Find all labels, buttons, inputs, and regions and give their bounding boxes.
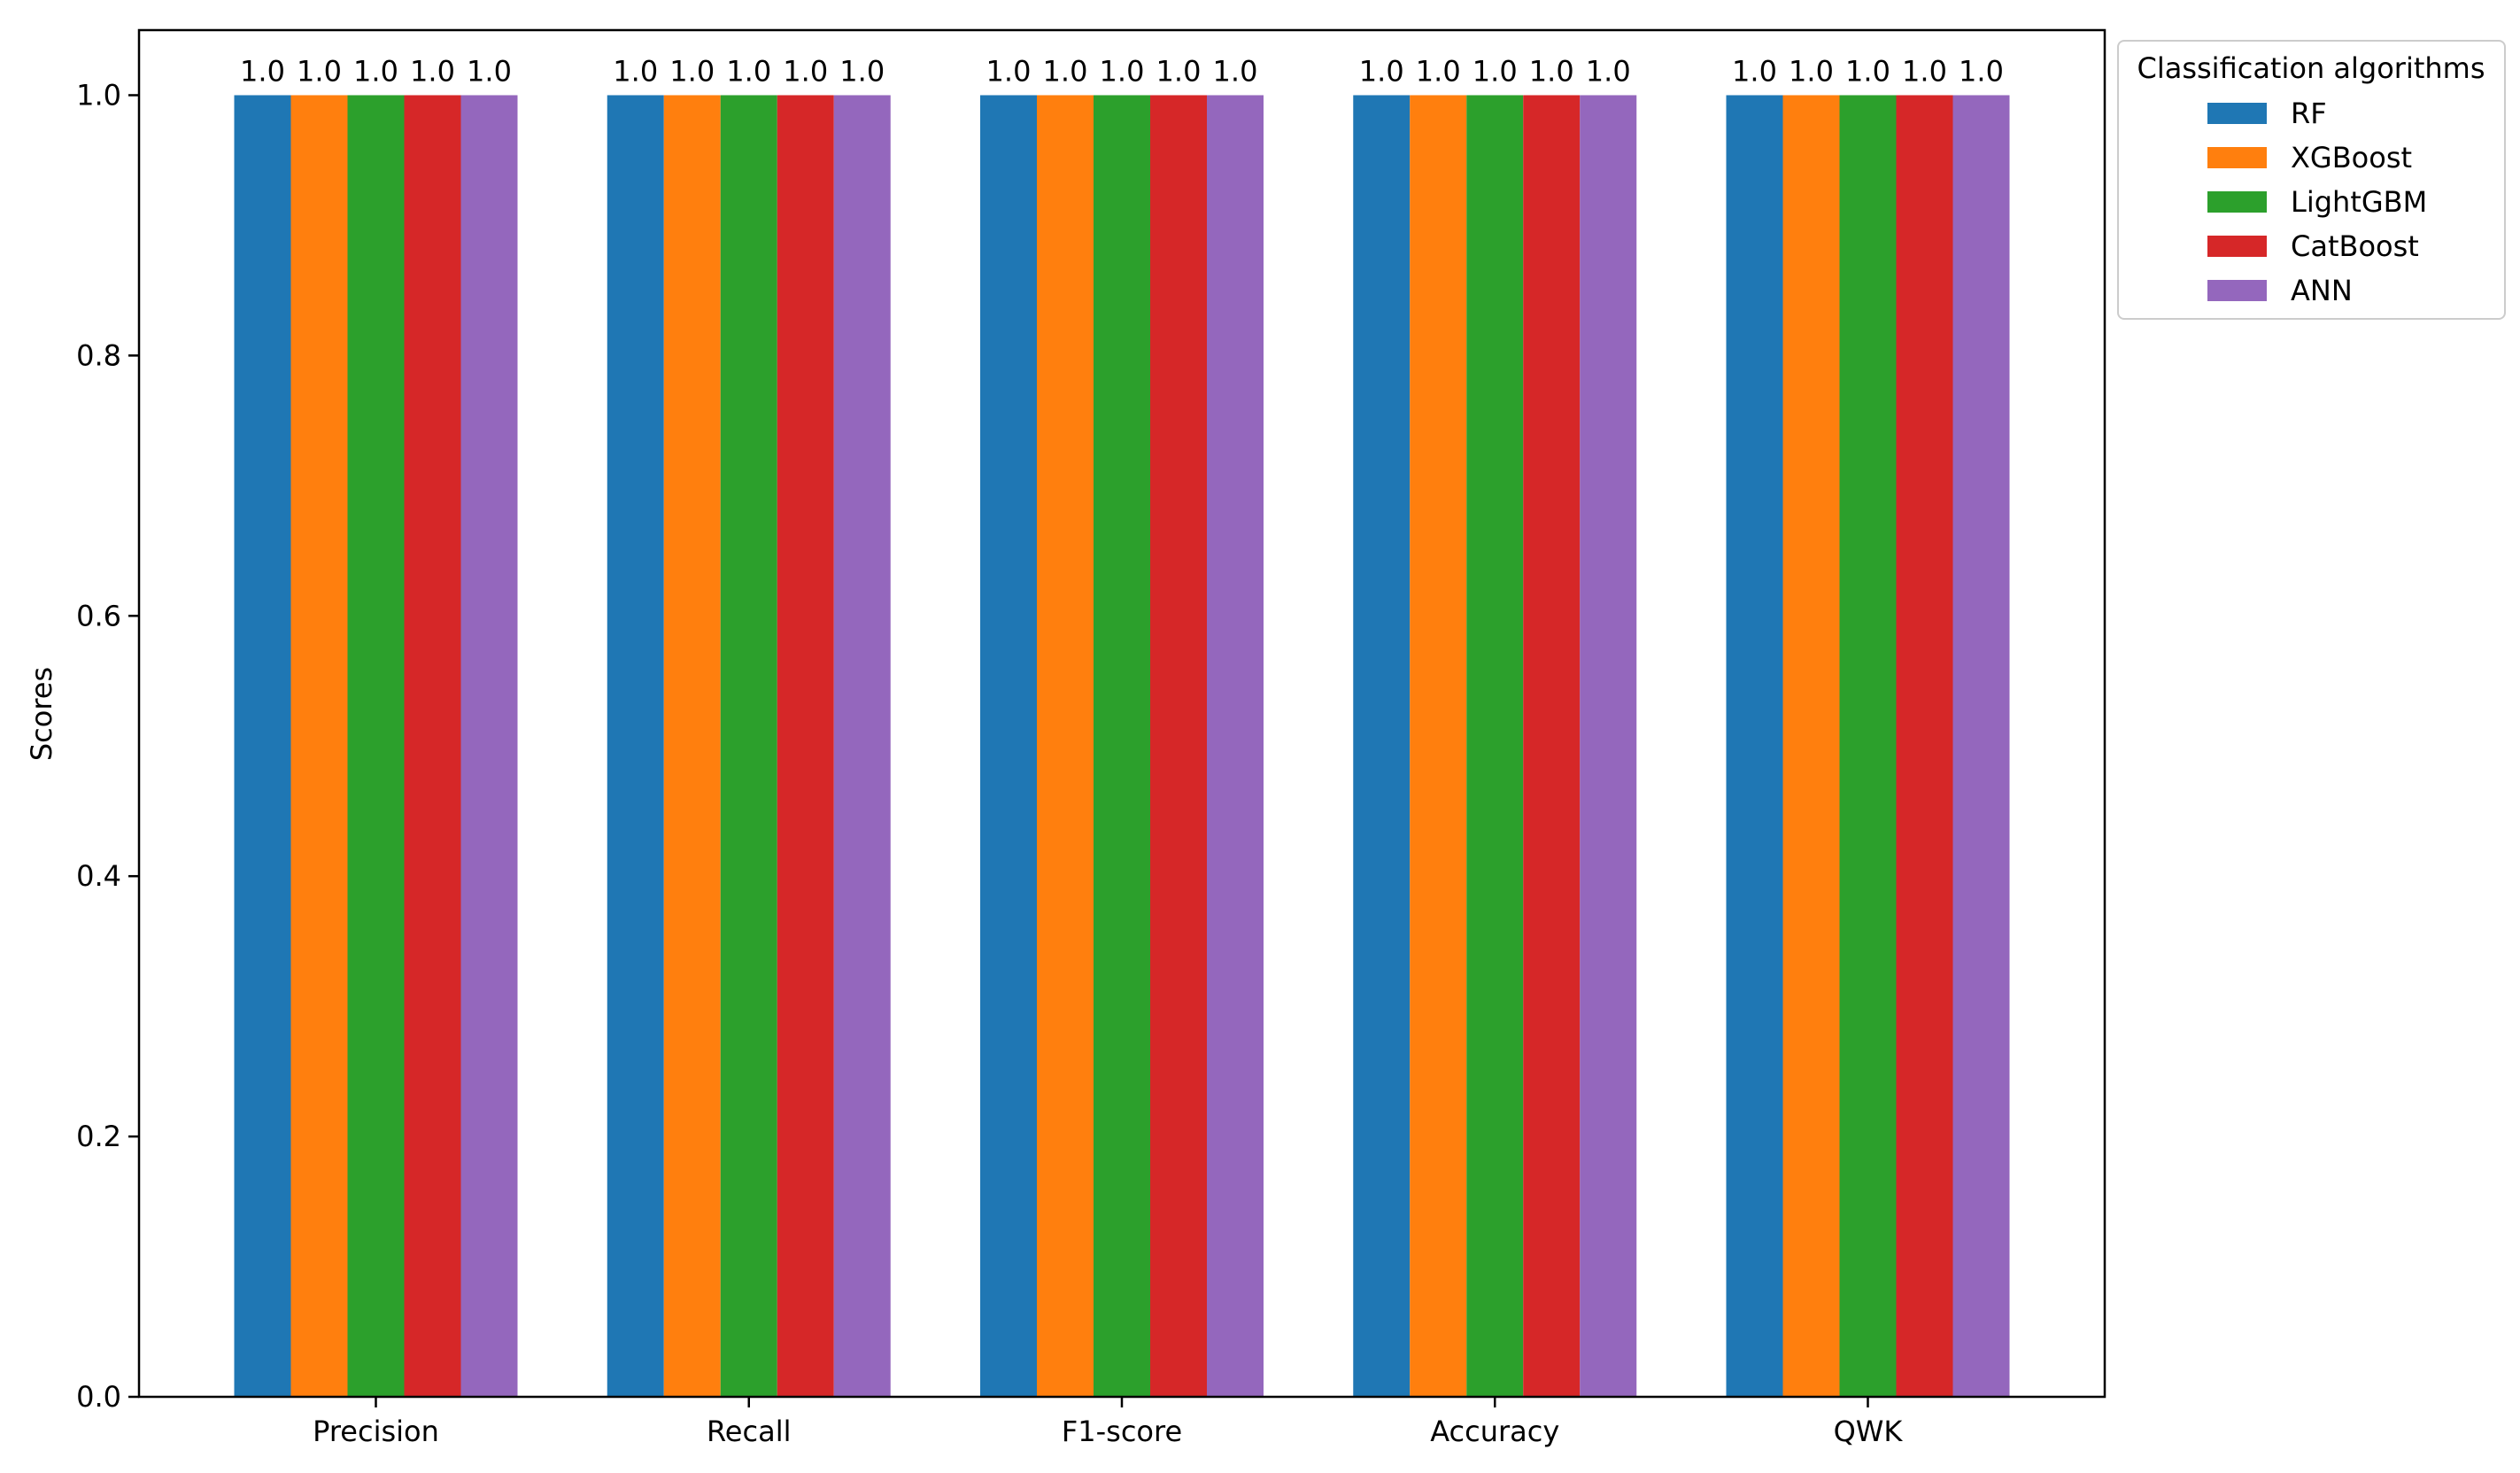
legend-label-ann: ANN	[2291, 274, 2353, 307]
bar-rf-f1-score	[980, 95, 1037, 1397]
bar-value-label: 1.0	[613, 54, 658, 88]
bar-value-label: 1.0	[240, 54, 285, 88]
bar-value-label: 1.0	[1902, 54, 1947, 88]
bar-rf-qwk	[1726, 95, 1783, 1397]
legend-swatch-lightgbm	[2207, 191, 2267, 213]
legend-swatch-catboost	[2207, 236, 2267, 257]
x-tick-label: Precision	[313, 1415, 439, 1448]
bar-catboost-recall	[777, 95, 834, 1397]
bar-lightgbm-recall	[720, 95, 777, 1397]
legend-label-xgboost: XGBoost	[2291, 141, 2412, 174]
legend-swatch-ann	[2207, 280, 2267, 301]
bar-rf-accuracy	[1353, 95, 1411, 1397]
bar-ann-precision	[460, 95, 518, 1397]
bar-xgboost-accuracy	[1410, 95, 1467, 1397]
plot-frame	[137, 28, 2106, 1399]
bar-lightgbm-accuracy	[1466, 95, 1524, 1397]
bar-lightgbm-f1-score	[1094, 95, 1150, 1397]
bar-xgboost-f1-score	[1037, 95, 1094, 1397]
y-axis-label: Scores	[25, 667, 58, 761]
bar-value-label: 1.0	[1586, 54, 1631, 88]
bar-ann-accuracy	[1580, 95, 1637, 1397]
bar-value-label: 1.0	[1416, 54, 1461, 88]
bar-value-label: 1.0	[1473, 54, 1518, 88]
bar-value-label: 1.0	[1359, 54, 1404, 88]
bar-value-label: 1.0	[467, 54, 512, 88]
bar-xgboost-precision	[290, 95, 348, 1397]
bar-ann-f1-score	[1207, 95, 1264, 1397]
bar-value-label: 1.0	[1732, 54, 1777, 88]
legend: Classification algorithms RF XGBoost Light…	[2117, 40, 2506, 320]
bar-value-label: 1.0	[297, 54, 342, 88]
bar-rf-precision	[234, 95, 291, 1397]
y-tick-label: 0.0	[76, 1380, 121, 1414]
bar-value-label: 1.0	[986, 54, 1032, 88]
bar-lightgbm-qwk	[1839, 95, 1897, 1397]
y-tick-label: 0.8	[76, 338, 121, 372]
x-tick-label: QWK	[1834, 1415, 1904, 1448]
y-tick-label: 0.2	[76, 1120, 121, 1153]
legend-label-catboost: CatBoost	[2291, 229, 2419, 263]
bar-value-label: 1.0	[669, 54, 715, 88]
data-labels-group: 1.0 1.0 1.0 1.0 1.0 1.0 1.0 1.0 1.0 1.0 1.0 1.0 1.0 1…	[240, 54, 2004, 88]
y-tick-label: 0.6	[76, 599, 121, 632]
bar-value-label: 1.0	[1156, 54, 1202, 88]
bar-value-label: 1.0	[783, 54, 828, 88]
y-axis: 0.0 0.2 0.4 0.6 0.8 1.0	[76, 78, 139, 1414]
bar-xgboost-recall	[663, 95, 721, 1397]
bar-rf-recall	[607, 95, 664, 1397]
bar-value-label: 1.0	[1043, 54, 1088, 88]
bar-value-label: 1.0	[1529, 54, 1574, 88]
bar-value-label: 1.0	[1100, 54, 1145, 88]
legend-label-rf: RF	[2291, 97, 2327, 130]
bar-value-label: 1.0	[353, 54, 398, 88]
bar-catboost-qwk	[1896, 95, 1953, 1397]
bar-value-label: 1.0	[1845, 54, 1890, 88]
bar-value-label: 1.0	[839, 54, 885, 88]
legend-swatch-xgboost	[2207, 147, 2267, 168]
bar-xgboost-qwk	[1782, 95, 1840, 1397]
bar-ann-qwk	[1952, 95, 2010, 1397]
bar-catboost-f1-score	[1150, 95, 1207, 1397]
legend-label-lightgbm: LightGBM	[2291, 185, 2427, 219]
x-tick-label: F1-score	[1062, 1415, 1182, 1448]
y-tick-label: 0.4	[76, 859, 121, 893]
x-tick-label: Accuracy	[1430, 1415, 1559, 1448]
legend-swatch-rf	[2207, 103, 2267, 124]
y-tick-label: 1.0	[76, 78, 121, 112]
bar-value-label: 1.0	[410, 54, 455, 88]
legend-items: RF XGBoost LightGBM CatBoost ANN	[2207, 97, 2427, 307]
x-tick-label: Recall	[707, 1415, 791, 1448]
bars-group	[234, 95, 2010, 1397]
bar-catboost-accuracy	[1523, 95, 1581, 1397]
x-axis: Precision Recall F1-score Accuracy QWK	[313, 1397, 1903, 1448]
bar-value-label: 1.0	[1213, 54, 1258, 88]
bar-lightgbm-precision	[347, 95, 405, 1397]
bar-ann-recall	[833, 95, 891, 1397]
bar-value-label: 1.0	[1789, 54, 1834, 88]
bar-value-label: 1.0	[726, 54, 771, 88]
legend-title: Classification algorithms	[2137, 51, 2485, 85]
bar-catboost-precision	[404, 95, 461, 1397]
bar-value-label: 1.0	[1959, 54, 2004, 88]
